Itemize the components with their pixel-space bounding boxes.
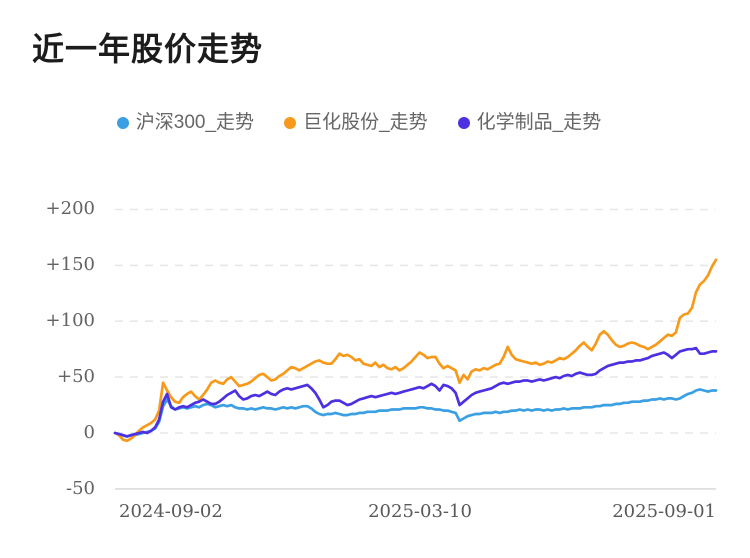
legend-dot-hs300-icon xyxy=(116,117,129,129)
series-line-hs300 xyxy=(113,388,718,438)
x-tick-end: 2025-09-01 xyxy=(612,501,716,522)
legend-item-juhua[interactable]: 巨化股份_走势 xyxy=(284,110,428,136)
x-tick-start: 2024-09-02 xyxy=(119,501,223,522)
y-tick-200: +200 xyxy=(45,198,95,219)
legend-dot-chemical-icon xyxy=(457,117,470,129)
legend-item-chemical[interactable]: 化学制品_走势 xyxy=(457,110,602,136)
chart-legend: 沪深300_走势 巨化股份_走势 化学制品_走势 xyxy=(0,110,734,136)
legend-item-hs300[interactable]: 沪深300_走势 xyxy=(116,110,255,136)
series-line-juhua xyxy=(113,258,718,443)
y-tick-150: +150 xyxy=(45,254,95,275)
x-tick-mid: 2025-03-10 xyxy=(368,501,472,522)
y-tick-50: +50 xyxy=(57,366,95,387)
legend-dot-juhua-icon xyxy=(284,117,297,129)
legend-label-juhua: 巨化股份_走势 xyxy=(303,112,428,133)
y-tick-neg50: -50 xyxy=(66,478,95,499)
y-tick-0: 0 xyxy=(83,422,95,443)
legend-label-hs300: 沪深300_走势 xyxy=(135,112,255,133)
series-line-chemical xyxy=(113,346,718,438)
legend-label-chemical: 化学制品_走势 xyxy=(476,112,602,133)
y-tick-100: +100 xyxy=(45,310,95,331)
page-title: 近一年股价走势 xyxy=(32,31,264,67)
